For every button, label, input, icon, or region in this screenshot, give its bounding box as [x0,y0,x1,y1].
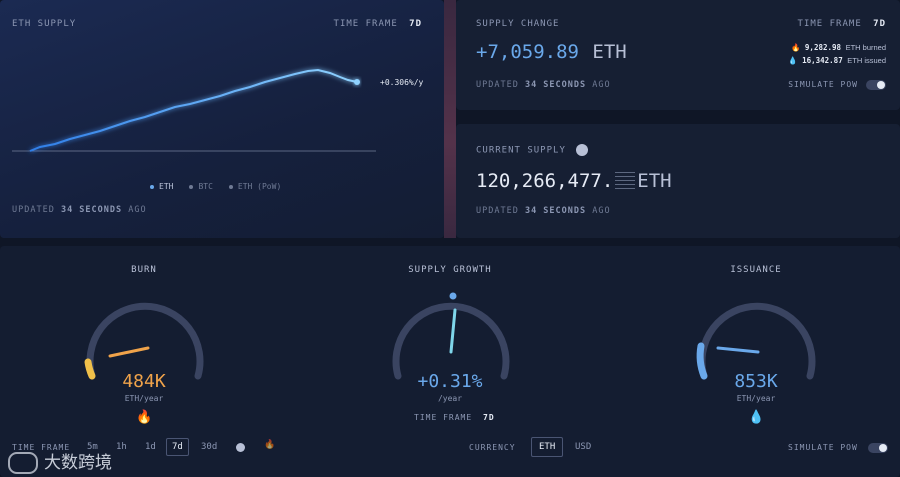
timeframe-1h[interactable]: 1h [116,442,127,452]
burned-row: 🔥 9,282.98 ETH burned [791,43,886,52]
eth-logo-icon [576,144,589,156]
timeframe-1d[interactable]: 1d [145,442,156,452]
updated-value: 34 SECONDS [524,206,587,216]
burn-title: BURN [131,265,157,275]
fire-icon: 🔥 [791,43,801,52]
legend-eth[interactable]: ETH [150,182,173,191]
growth-title: SUPPLY GROWTH [408,265,492,275]
timeframe-value: 7d [483,413,495,422]
simulate-pow-toggle[interactable] [866,80,886,90]
timeframe-label: TIME FRAME [414,413,473,422]
supply-updated: UPDATED 34 SECONDS AGO [12,205,147,215]
growth-gauge-marker [449,292,457,300]
supply-change-value: +7,059.89 ETH [476,41,627,63]
issuance-gauge [696,302,816,380]
supply-timeframe: TIME FRAME 7d [334,19,422,29]
burn-value: 484K [122,371,166,392]
watermark: 大数跨境 [8,448,112,474]
issuance-needle [716,346,760,354]
timeframe-5m[interactable]: 5m [87,442,98,452]
change-updated: UPDATED 34 SECONDS AGO [476,80,611,90]
growth-gauge [392,292,510,380]
current-supply-value: 120,266,477. ETH [476,170,672,192]
issuance-unit: ETH/year [736,394,776,403]
legend-eth-pow-label: ETH (PoW) [237,182,282,191]
watermark-logo-icon [8,452,38,474]
legend-btc[interactable]: BTC [189,182,213,191]
timeframe-7d[interactable]: 7d [166,438,189,456]
burn-unit: ETH/year [124,394,164,403]
issuance-droplet-icon: 💧 [748,410,765,425]
timeframe-value: 7d [873,19,886,29]
burn-gauge [84,302,204,380]
supply-change-panel: SUPPLY CHANGE TIME FRAME 7d +7,059.89 ET… [456,0,900,110]
timeframe-30d[interactable]: 30d [201,442,218,452]
currency-usd[interactable]: USD [575,442,592,452]
updated-value: 34 SECONDS [60,205,123,215]
supply-unit: ETH [637,170,672,192]
updated-value: 34 SECONDS [524,80,587,90]
current-supply-title: CURRENT SUPPLY [476,145,566,156]
updated-suffix: AGO [128,205,147,215]
watermark-text: 大数跨境 [44,453,112,473]
chart-legend: ETH BTC ETH (PoW) [150,182,281,191]
issued-label: ETH issued [847,56,886,65]
issuance-gauge-track [698,302,816,380]
burn-gauge-track [86,302,204,380]
bottom-simulate-toggle[interactable] [868,443,888,453]
eth-series-line [29,68,358,152]
updated-suffix: AGO [592,80,611,90]
change-amount: +7,059.89 [476,41,579,63]
legend-btc-label: BTC [198,182,213,191]
currency-eth[interactable]: ETH [531,437,564,457]
panel-divider [444,0,456,238]
updated-prefix: UPDATED [476,80,519,90]
bottom-timeframe-label: TIME FRAME [12,443,71,452]
burned-amount: 9,282.98 [804,43,842,52]
timeframe-value: 7d [409,19,422,29]
current-supply-title-row: CURRENT SUPPLY [476,144,589,156]
growth-value: +0.31% [417,371,483,392]
growth-needle [449,308,457,354]
supply-line-chart: +0.306%/y [12,68,424,152]
issuance-value: 853K [734,371,778,392]
timeframe-label: TIME FRAME [333,19,398,29]
growth-gauge-track [392,302,510,380]
bottom-simulate-label: SIMULATE PoW [788,443,858,452]
burn-needle [108,346,150,358]
droplet-icon: 💧 [788,56,798,65]
legend-eth-label: ETH [159,182,174,191]
change-unit: ETH [592,41,627,63]
burn-gauge-fill [84,358,96,380]
issued-row: 💧 16,342.87 ETH issued [788,56,886,65]
eth-supply-panel: ETH SUPPLY TIME FRAME 7d +0.306%/y ETH B… [0,0,444,238]
skull-icon[interactable] [236,443,245,452]
issuance-gauge-fill [696,342,708,380]
small-fire-icon[interactable]: 🔥 [264,440,276,450]
supply-amount: 120,266,477. [476,170,614,192]
burned-label: ETH burned [845,43,886,52]
rate-label: +0.306%/y [380,78,424,87]
legend-eth-pow[interactable]: ETH (PoW) [228,182,282,191]
scrolling-decimals [615,171,636,192]
growth-timeframe: TIME FRAME 7d [414,413,495,422]
updated-suffix: AGO [592,206,611,216]
issued-amount: 16,342.87 [802,56,843,65]
current-supply-panel: CURRENT SUPPLY 120,266,477. ETH UPDATED 3… [456,124,900,238]
eth-supply-title: ETH SUPPLY [12,19,77,29]
current-point [354,79,360,85]
burn-fire-icon: 🔥 [136,410,153,425]
growth-unit: /year [437,394,463,403]
current-updated: UPDATED 34 SECONDS AGO [476,206,611,216]
gauges-panel [0,246,900,477]
updated-prefix: UPDATED [476,206,519,216]
currency-label: CURRENCY [469,443,516,452]
change-timeframe: TIME FRAME 7d [798,19,886,29]
issuance-title: ISSUANCE [730,265,782,275]
updated-prefix: UPDATED [12,205,55,215]
timeframe-label: TIME FRAME [797,19,862,29]
simulate-pow-label: SIMULATE PoW [788,80,858,89]
supply-change-title: SUPPLY CHANGE [476,19,560,29]
